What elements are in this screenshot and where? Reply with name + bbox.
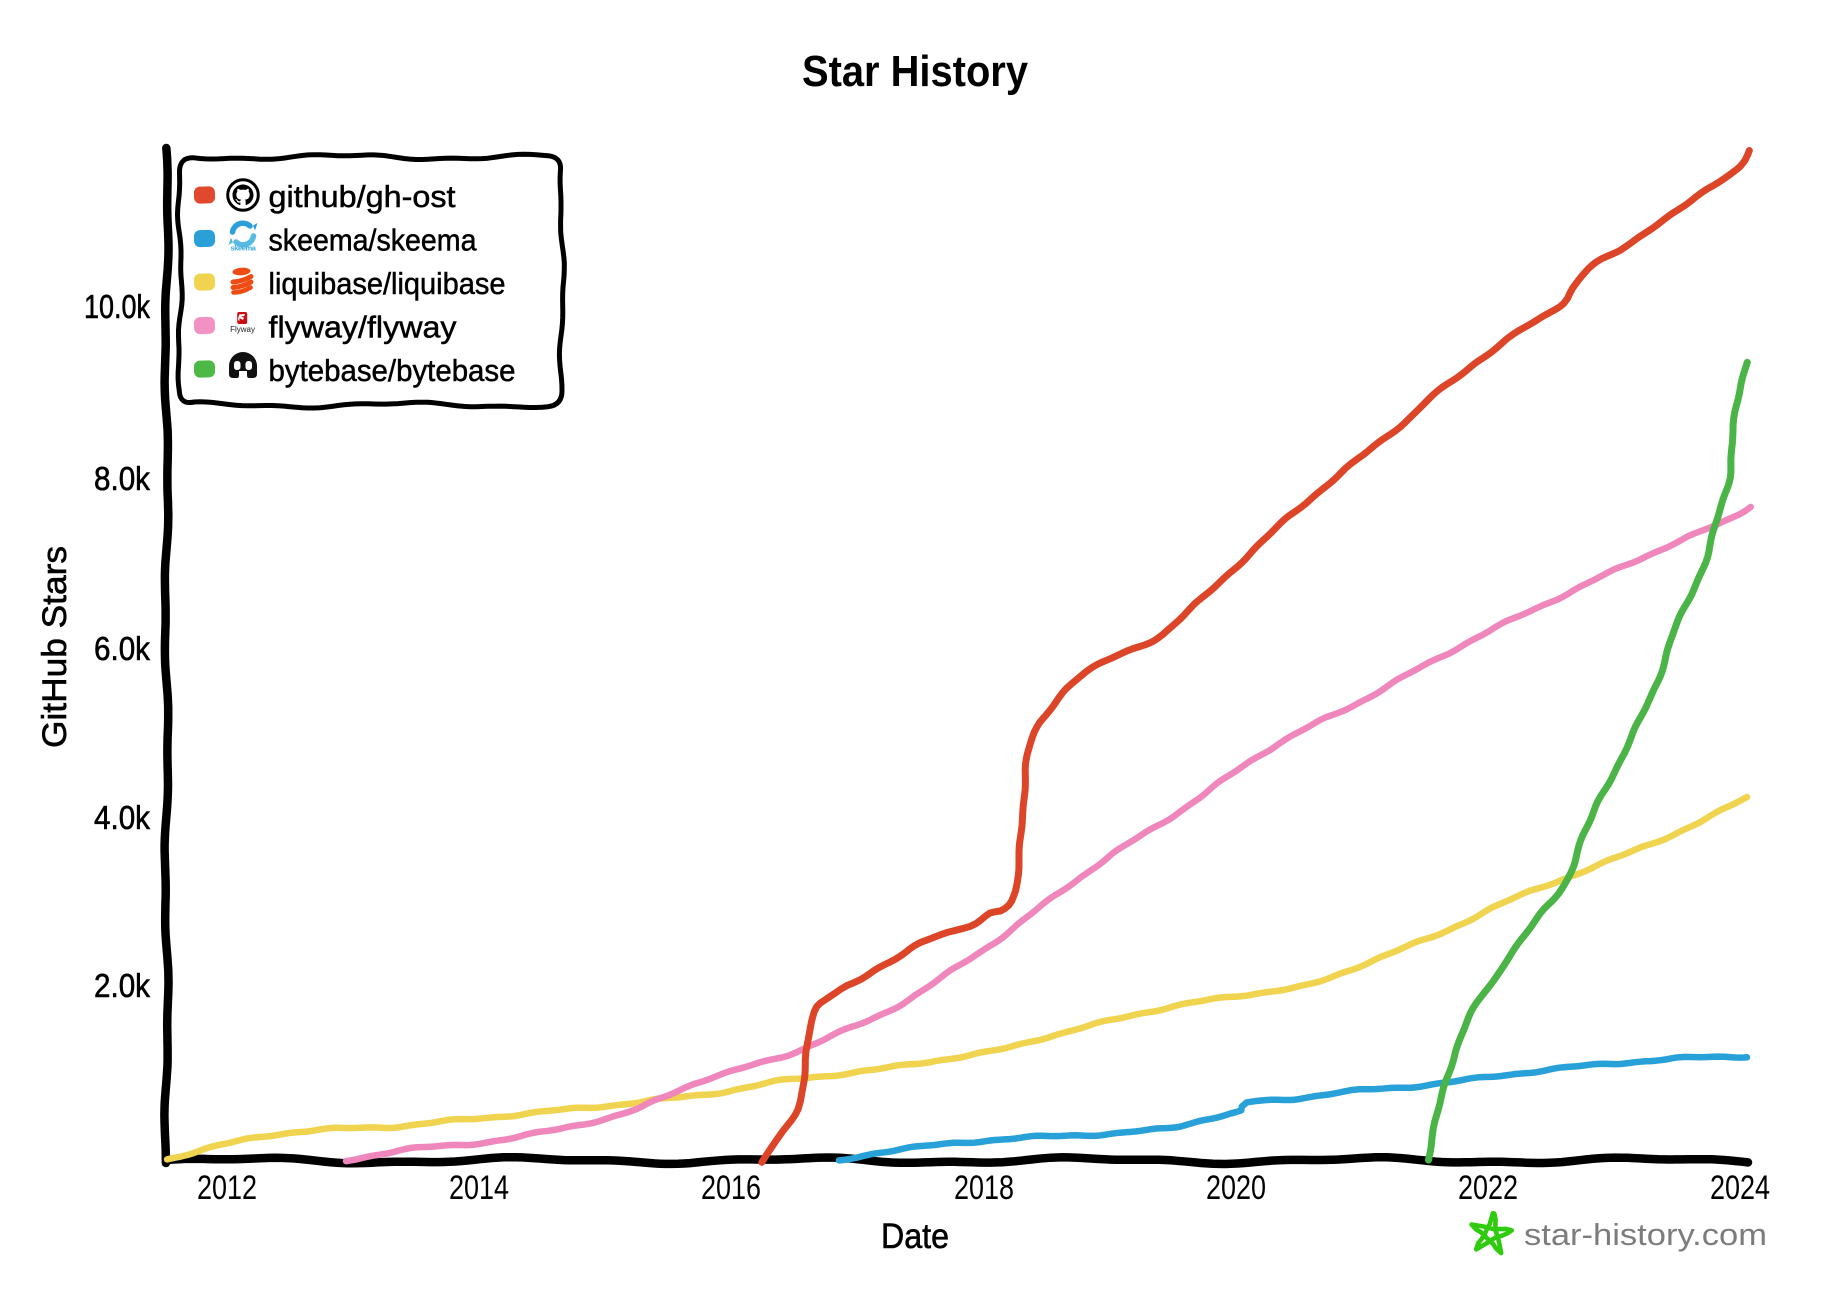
- svg-text:10.0k: 10.0k: [84, 288, 150, 325]
- svg-text:2016: 2016: [701, 1169, 761, 1207]
- svg-text:github/gh-ost: github/gh-ost: [269, 179, 456, 214]
- svg-text:6.0k: 6.0k: [94, 630, 150, 667]
- svg-text:Star History: Star History: [802, 47, 1028, 96]
- svg-text:star-history.com: star-history.com: [1524, 1217, 1767, 1252]
- svg-text:2018: 2018: [954, 1169, 1014, 1207]
- svg-text:2012: 2012: [197, 1169, 257, 1207]
- svg-text:liquibase/liquibase: liquibase/liquibase: [269, 266, 506, 301]
- svg-text:8.0k: 8.0k: [94, 460, 150, 497]
- svg-text:skeema: skeema: [230, 244, 256, 253]
- svg-text:2020: 2020: [1206, 1169, 1266, 1207]
- svg-text:bytebase/bytebase: bytebase/bytebase: [269, 353, 516, 388]
- svg-text:GitHub Stars: GitHub Stars: [36, 546, 74, 748]
- svg-text:4.0k: 4.0k: [94, 799, 150, 836]
- svg-text:2022: 2022: [1458, 1169, 1518, 1207]
- svg-text:Flyway: Flyway: [230, 325, 255, 334]
- svg-text:flyway/flyway: flyway/flyway: [269, 310, 458, 345]
- svg-text:Date: Date: [881, 1217, 949, 1256]
- svg-text:2024: 2024: [1710, 1169, 1770, 1207]
- svg-text:2.0k: 2.0k: [94, 967, 150, 1004]
- svg-text:2014: 2014: [449, 1169, 509, 1207]
- svg-text:skeema/skeema: skeema/skeema: [269, 223, 478, 258]
